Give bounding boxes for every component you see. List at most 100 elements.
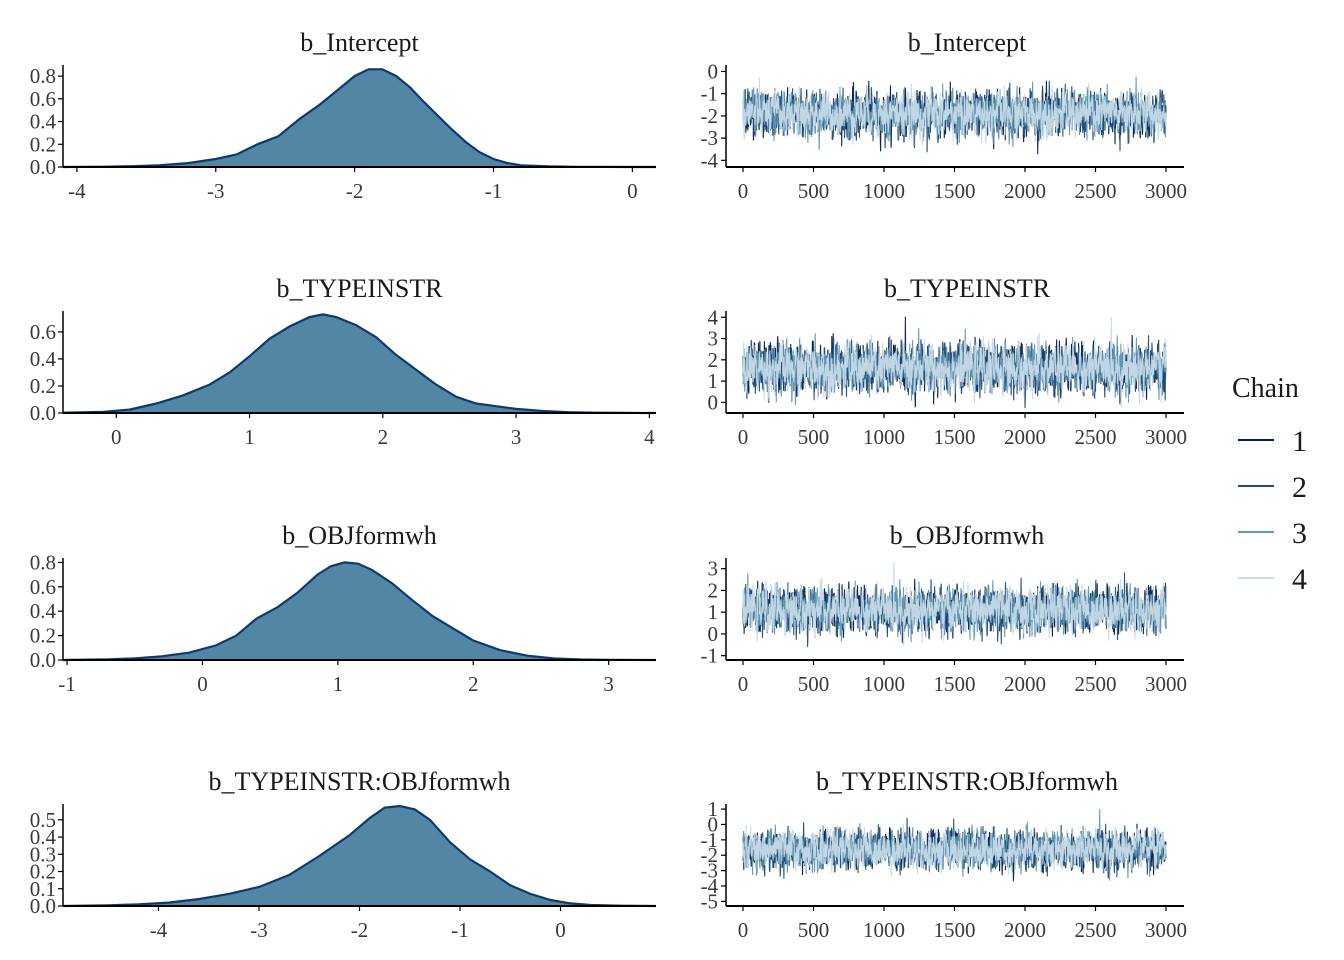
x-tick-label: 1500: [934, 918, 976, 942]
y-tick-label: 0: [708, 622, 719, 646]
x-tick-label: 0: [111, 425, 122, 449]
panel-title: b_TYPEINSTR:OBJformwh: [816, 767, 1118, 796]
x-tick-label: 500: [798, 179, 830, 203]
x-tick-label: 2000: [1004, 672, 1046, 696]
x-tick-label: 3000: [1145, 179, 1187, 203]
x-tick-label: 1000: [863, 918, 905, 942]
x-tick-label: 3: [511, 425, 522, 449]
y-tick-label: -5: [701, 889, 719, 913]
panel-title: b_TYPEINSTR: [884, 274, 1051, 303]
x-tick-label: 0: [738, 179, 749, 203]
y-tick-label: 1: [708, 600, 719, 624]
legend-label-3: 3: [1292, 517, 1307, 550]
x-tick-label: -4: [150, 918, 168, 942]
density-panel: b_OBJformwh 0.00.20.40.60.8 -1 0 1 2 3: [30, 521, 657, 696]
density-area: [63, 806, 656, 906]
y-tick-label: -4: [701, 874, 719, 898]
y-tick-label: -2: [701, 843, 719, 867]
x-tick-label: 0: [738, 918, 749, 942]
density-line: [62, 68, 656, 169]
trace-line-chain-4: [742, 77, 1167, 146]
x-tick-label: 2000: [1004, 179, 1046, 203]
x-tick-label: 4: [644, 425, 655, 449]
x-tick-label: 3: [603, 672, 614, 696]
x-tick-label: 2: [378, 425, 389, 449]
y-tick-label: 0.4: [30, 599, 57, 623]
panel-title: b_TYPEINSTR: [276, 274, 443, 303]
x-tick-label: 1500: [934, 425, 976, 449]
y-tick-label: 1: [708, 797, 719, 821]
x-tick-label: 0: [738, 672, 749, 696]
x-tick-label: 1000: [863, 179, 905, 203]
density-line: [62, 804, 657, 908]
legend-title: Chain: [1232, 373, 1299, 404]
legend-label-4: 4: [1292, 563, 1307, 596]
x-tick-label: 500: [798, 672, 830, 696]
panel-title: b_Intercept: [300, 28, 419, 57]
y-tick-label: 0.3: [30, 842, 56, 866]
y-tick-label: 0.2: [30, 374, 56, 398]
trace-line-chain-4: [742, 561, 1167, 647]
density-line: [62, 561, 657, 662]
legend: Chain 1 2 3 4: [1232, 373, 1307, 596]
y-tick-label: 3: [708, 327, 719, 351]
x-tick-label: 1000: [863, 425, 905, 449]
y-tick-label: -3: [701, 859, 719, 883]
x-tick-label: -2: [346, 179, 364, 203]
y-tick-label: 0: [708, 59, 719, 83]
y-tick-label: 0.8: [30, 64, 56, 88]
x-tick-label: 0: [197, 672, 208, 696]
y-tick-label: -4: [701, 148, 719, 172]
y-tick-label: 0.4: [30, 825, 57, 849]
y-tick-label: 0.4: [30, 110, 57, 134]
x-tick-label: 1500: [934, 672, 976, 696]
density-line: [62, 313, 657, 415]
y-tick-label: 0.0: [30, 401, 56, 425]
y-tick-label: 0.0: [30, 648, 56, 672]
y-tick-label: -1: [701, 828, 719, 852]
panel-title: b_OBJformwh: [282, 521, 437, 550]
x-tick-label: 3000: [1145, 425, 1187, 449]
panel-title: b_OBJformwh: [890, 521, 1045, 550]
y-tick-label: 0.4: [30, 347, 57, 371]
x-tick-label: 2500: [1075, 425, 1117, 449]
x-tick-label: 0: [627, 179, 638, 203]
x-tick-label: 2500: [1075, 918, 1117, 942]
y-tick-label: -1: [701, 644, 719, 668]
y-tick-label: 4: [708, 305, 719, 329]
density-area: [63, 562, 656, 660]
trace-line-chain-4: [742, 823, 1167, 877]
y-tick-label: 0.2: [30, 860, 56, 884]
x-tick-label: 500: [798, 918, 830, 942]
y-tick-label: 3: [708, 557, 719, 581]
y-tick-label: 0: [708, 812, 719, 836]
density-panel: b_TYPEINSTR:OBJformwh 0.00.10.20.30.40.5 -…: [30, 767, 657, 942]
x-tick-label: 1500: [934, 179, 976, 203]
x-tick-label: 1000: [863, 672, 905, 696]
x-tick-label: 2500: [1075, 179, 1117, 203]
y-tick-label: 0.6: [30, 575, 56, 599]
x-tick-label: -4: [68, 179, 86, 203]
y-tick-label: 2: [708, 348, 719, 372]
x-tick-label: -1: [485, 179, 503, 203]
y-tick-label: 0.6: [30, 320, 56, 344]
x-tick-label: 1: [244, 425, 255, 449]
y-tick-label: 0.5: [30, 808, 56, 832]
density-panel: b_Intercept 0.00.20.40.60.8 -4 -3 -2 -1 0: [30, 28, 656, 203]
legend-entries: 1 2 3 4: [1238, 425, 1307, 596]
x-tick-label: -1: [58, 672, 76, 696]
x-tick-label: 0: [555, 918, 566, 942]
y-tick-label: 0.8: [30, 550, 56, 574]
y-tick-label: 0.2: [30, 132, 56, 156]
density-area: [63, 314, 656, 413]
x-tick-label: 3000: [1145, 918, 1187, 942]
y-tick-label: 2: [708, 578, 719, 602]
x-tick-label: -1: [451, 918, 469, 942]
x-tick-label: 0: [738, 425, 749, 449]
panel-title: b_Intercept: [908, 28, 1027, 57]
